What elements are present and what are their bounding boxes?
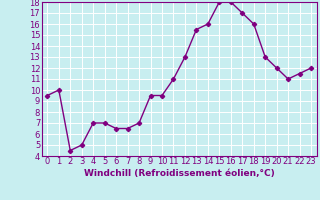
X-axis label: Windchill (Refroidissement éolien,°C): Windchill (Refroidissement éolien,°C): [84, 169, 275, 178]
